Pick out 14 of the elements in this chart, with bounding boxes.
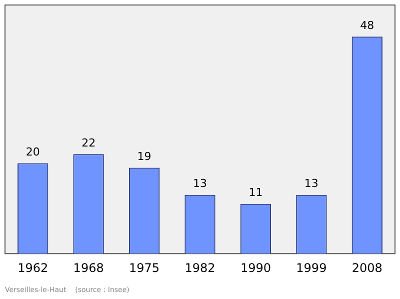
data-label: 13: [304, 177, 318, 190]
data-label: 19: [137, 150, 152, 164]
data-label: 20: [26, 146, 40, 159]
x-tick-label: 2008: [352, 260, 382, 275]
x-tick-label: 1975: [129, 260, 160, 275]
data-label: 48: [360, 19, 374, 32]
x-tick-label: 1990: [240, 260, 271, 275]
x-tick-label: 1999: [296, 260, 327, 275]
x-tick-label: 1962: [18, 260, 48, 275]
data-label: 11: [248, 186, 263, 200]
x-tick-label: 1982: [184, 260, 216, 275]
x-tick-label: 1968: [73, 260, 104, 275]
data-label: 22: [82, 136, 96, 150]
data-label: 13: [193, 177, 207, 190]
